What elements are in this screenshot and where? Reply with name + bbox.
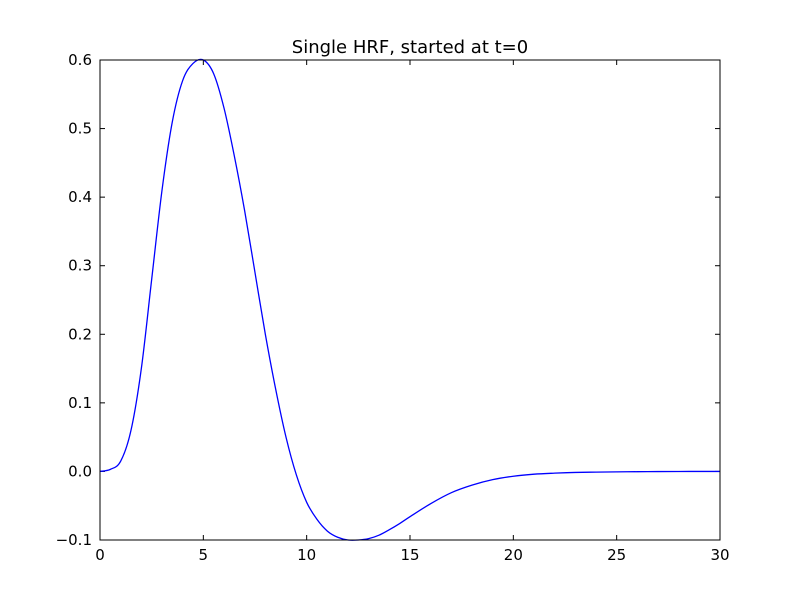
y-tick-label: 0.6 xyxy=(68,51,92,69)
y-tick-label: 0.1 xyxy=(68,394,92,412)
y-tick-label: 0.5 xyxy=(68,120,92,138)
hrf-series-line xyxy=(99,58,721,541)
x-tick-label: 5 xyxy=(199,546,209,564)
chart-title: Single HRF, started at t=0 xyxy=(292,37,528,58)
x-tick-label: 15 xyxy=(400,546,419,564)
y-tick-label: 0.0 xyxy=(68,462,92,480)
y-tick-label: 0.2 xyxy=(68,325,92,343)
x-tick-labels: 0 5 10 15 20 25 30 xyxy=(95,546,729,564)
x-tick-label: 30 xyxy=(710,546,729,564)
x-tick-label: 20 xyxy=(504,546,523,564)
y-tick-label: 0.4 xyxy=(68,188,92,206)
y-tick-label: 0.3 xyxy=(68,257,92,275)
axes-frame xyxy=(99,59,721,541)
y-tick-label: −0.1 xyxy=(56,531,92,549)
plot-area xyxy=(99,58,721,541)
x-tick-label: 25 xyxy=(607,546,626,564)
x-tick-label: 0 xyxy=(95,546,105,564)
y-tick-labels: −0.1 0.0 0.1 0.2 0.3 0.4 0.5 0.6 xyxy=(56,51,92,549)
x-tick-label: 10 xyxy=(297,546,316,564)
tick-marks xyxy=(99,59,721,541)
